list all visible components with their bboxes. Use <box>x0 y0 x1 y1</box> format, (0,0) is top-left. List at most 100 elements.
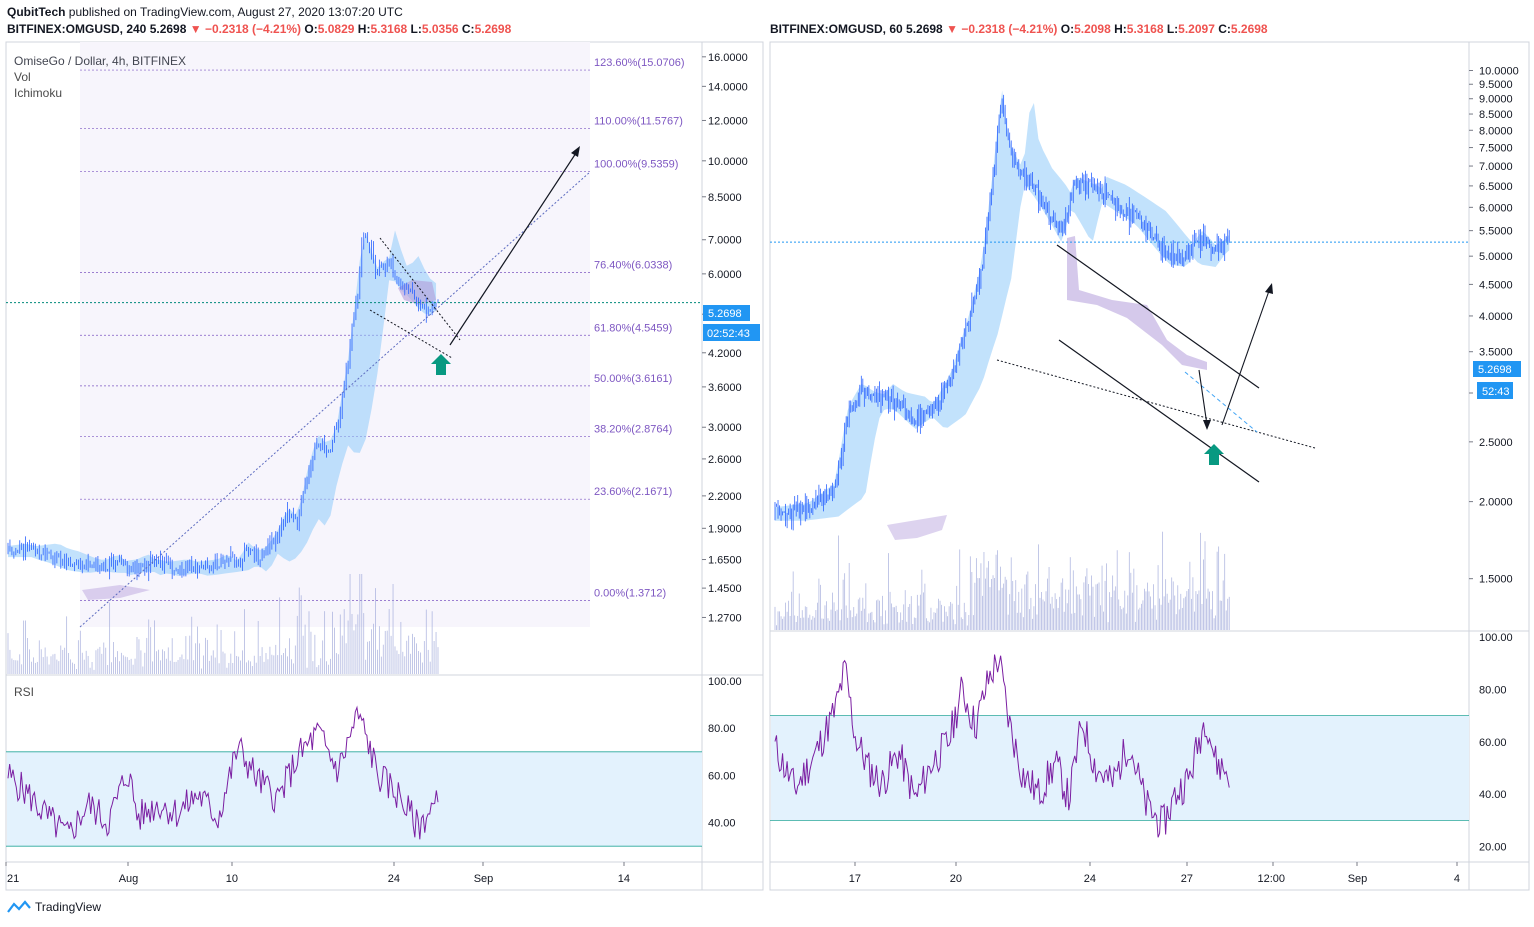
left-symbol: BITFINEX:OMGUSD, 240 <box>7 22 147 36</box>
cloud-bearish-area <box>82 585 150 600</box>
price-tick-label: 1.2700 <box>708 612 742 624</box>
author-name[interactable]: QubitTech <box>7 5 66 19</box>
arrow-head-icon <box>1203 420 1211 430</box>
left-price-axis: 16.0000 14.0000 12.0000 10.0000 8.5000 7.0000… <box>702 52 748 624</box>
price-candles <box>7 232 439 582</box>
dotted-trendline[interactable] <box>79 171 591 628</box>
right-price-badge-bg <box>1473 361 1521 377</box>
fib-label: 110.00%(11.5767) <box>594 115 683 127</box>
channel-lower-line[interactable] <box>1058 339 1260 483</box>
rsi-line <box>774 654 1230 838</box>
left-price: 5.2698 <box>149 22 187 36</box>
channel-drawings[interactable] <box>996 244 1316 483</box>
price-tick-label: 7.5000 <box>1479 143 1513 155</box>
price-tick-label: 6.5000 <box>1479 181 1513 193</box>
price-tick-label: 1.4500 <box>708 583 742 595</box>
right-price-badge: 5.2698 <box>1478 364 1512 376</box>
footer-brand-text: TradingView <box>35 900 102 914</box>
left-price-badge: 5.2698 <box>708 308 742 320</box>
price-tick-label: 3.0000 <box>708 422 742 434</box>
wedge-upper-line[interactable] <box>379 237 461 341</box>
price-tick-label: 2.6000 <box>708 454 742 466</box>
fib-label: 50.00%(3.6161) <box>594 373 672 385</box>
fib-label: 0.00%(1.3712) <box>594 587 666 599</box>
right-symbol: BITFINEX:OMGUSD, 60 <box>770 22 903 36</box>
up-arrow-icon[interactable] <box>431 354 451 375</box>
dotted-support-line[interactable] <box>996 359 1316 449</box>
price-tick-label: 8.0000 <box>1479 125 1513 137</box>
rsi-band <box>7 751 702 847</box>
price-tick-label: 4.5000 <box>1479 279 1513 291</box>
right-ohlc-h-key: H: <box>1114 22 1127 36</box>
publisher-line: QubitTech published on TradingView.com, … <box>7 5 403 19</box>
channel-upper-line[interactable] <box>1056 244 1260 389</box>
fib-zone <box>80 42 590 627</box>
fib-label: 123.60%(15.0706) <box>594 57 685 69</box>
price-tick-label: 6.0000 <box>1479 202 1513 214</box>
price-tick-label: 3.5000 <box>1479 347 1513 359</box>
down-triangle-icon: ▼ <box>189 22 202 36</box>
price-tick-label: 12.0000 <box>708 115 748 127</box>
rsi-tick-label: 100.00 <box>1479 632 1513 644</box>
left-symbol-header: BITFINEX:OMGUSD, 240 5.2698 ▼ −0.2318 (−… <box>7 22 511 36</box>
left-chart[interactable]: 123.60%(15.0706) 110.00%(11.5767) 100.00%(… <box>0 0 767 895</box>
time-tick-label: 24 <box>388 873 400 885</box>
down-triangle-icon: ▼ <box>946 22 958 36</box>
time-tick-label: 17 <box>849 873 861 885</box>
cloud-bearish-area <box>887 515 947 540</box>
right-ohlc-o-key: O: <box>1060 22 1075 36</box>
fib-label: 100.00%(9.5359) <box>594 158 678 170</box>
published-text: published on TradingView.com, August 27,… <box>68 5 403 19</box>
arrow-head-icon <box>1265 283 1273 294</box>
up-projection-arrow[interactable] <box>1221 287 1271 426</box>
fib-label: 23.60%(2.1671) <box>594 486 672 498</box>
blue-dashed-projection[interactable] <box>1184 371 1258 433</box>
price-tick-label: 8.5000 <box>1479 109 1513 121</box>
price-tick-label: 10.0000 <box>1479 66 1519 78</box>
price-tick-label: 5.0000 <box>1479 251 1513 263</box>
left-legend-ichimoku[interactable]: Ichimoku <box>14 86 63 100</box>
left-legend-vol[interactable]: Vol <box>14 70 31 84</box>
right-time-axis: 17 20 24 27 12:00 Sep 4 <box>849 862 1460 885</box>
left-legend: OmiseGo / Dollar, 4h, BITFINEX Vol Ichim… <box>14 53 186 101</box>
time-tick-label: 12:00 <box>1258 873 1286 885</box>
price-tick-label: 1.9000 <box>708 523 742 535</box>
price-tick-label: 9.5000 <box>1479 79 1513 91</box>
left-legend-title[interactable]: OmiseGo / Dollar, 4h, BITFINEX <box>14 54 187 68</box>
left-change: −0.2318 (−4.21%) <box>204 22 302 36</box>
left-ohlc-o: 5.0829 <box>317 22 355 36</box>
left-ohlc-o-key: O: <box>304 22 318 36</box>
left-ohlc-h-key: H: <box>357 22 371 36</box>
down-projection-arrow[interactable] <box>1198 369 1208 426</box>
price-tick-label: 9.0000 <box>1479 94 1513 106</box>
right-ohlc-c-key: C: <box>1218 22 1231 36</box>
price-tick-label: 1.5000 <box>1479 574 1513 586</box>
rsi-tick-label: 60.00 <box>708 770 736 782</box>
left-rsi-legend[interactable]: RSI <box>14 685 35 699</box>
time-tick-label: 27 <box>1181 873 1193 885</box>
fib-label: 61.80%(4.5459) <box>594 322 672 334</box>
rsi-tick-label: 80.00 <box>1479 684 1507 696</box>
time-tick-label: 4 <box>1454 873 1460 885</box>
footer-brand[interactable]: TradingView <box>7 900 101 914</box>
right-ohlc-o: 5.2098 <box>1074 22 1111 36</box>
price-tick-label: 7.0000 <box>708 235 742 247</box>
right-ohlc-l: 5.2097 <box>1178 22 1215 36</box>
right-change: −0.2318 (−4.21%) <box>961 22 1058 36</box>
left-ohlc-h: 5.3168 <box>370 22 408 36</box>
rsi-tick-label: 60.00 <box>1479 737 1507 749</box>
right-timer-badge: 52:43 <box>1482 386 1510 398</box>
cloud-bearish-area <box>1067 236 1207 370</box>
up-arrow-icon[interactable] <box>1204 444 1224 465</box>
price-tick-label: 8.5000 <box>708 192 742 204</box>
left-ohlc-l-key: L: <box>410 22 422 36</box>
time-tick-label: 14 <box>618 873 630 885</box>
right-chart-frame <box>769 41 1530 891</box>
right-ohlc-l-key: L: <box>1166 22 1179 36</box>
projection-arrow[interactable] <box>449 149 579 346</box>
right-symbol-header: BITFINEX:OMGUSD, 60 5.2698 ▼ −0.2318 (−4… <box>770 22 1268 36</box>
right-ichimoku-cloud <box>775 90 1230 540</box>
trend-drawings[interactable] <box>79 146 591 628</box>
